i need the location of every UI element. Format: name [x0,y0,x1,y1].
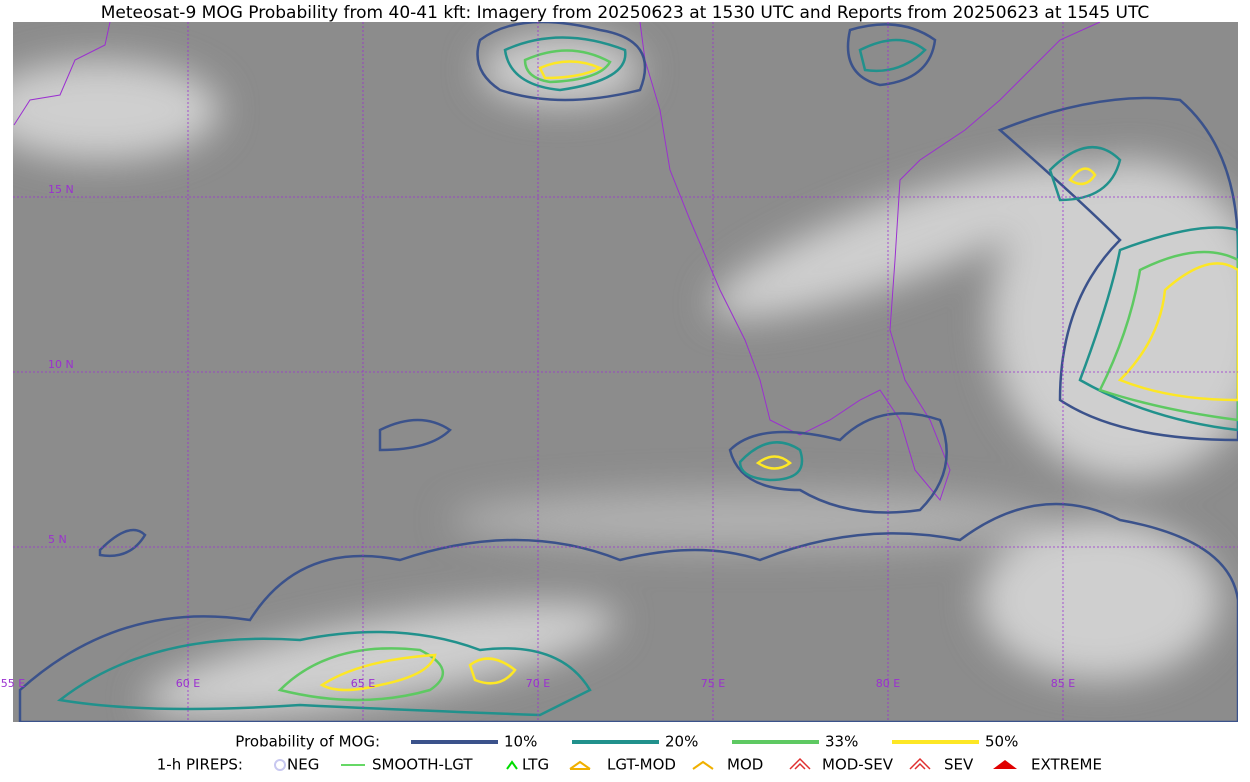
legend-label: 10% [504,733,537,751]
map: 55 E 60 E 65 E 70 E 75 E 80 E 85 E 15 N … [1,22,1238,722]
legend-label: NEG [287,756,319,774]
pirep-icon [909,757,931,770]
legend-label: MOD [727,756,763,774]
lon-label: 60 E [176,677,200,690]
lat-label: 5 N [48,533,67,546]
legend-label: MOD-SEV [822,756,894,774]
pirep-icon [274,759,286,771]
legend-title: Probability of MOG: [235,733,380,751]
legend-label: SEV [944,756,974,774]
pirep-icon [692,760,714,770]
pirep-icon [506,760,518,770]
coastline [13,22,1101,502]
pirep-icon [569,760,591,770]
legend-label: LTG [522,756,549,774]
lon-label: 80 E [876,677,900,690]
lat-label: 10 N [48,358,74,371]
legend-label: LGT-MOD [607,756,676,774]
pirep-icon [789,757,811,770]
lon-label: 70 E [526,677,550,690]
legend: Probability of MOG: 1-h PIREPS: 10% 20% 33… [157,733,1102,774]
title: Meteosat-9 MOG Probability from 40-41 kf… [101,3,1150,23]
legend-label: 50% [985,733,1018,751]
lon-labels: 55 E 60 E 65 E 70 E 75 E 80 E 85 E 15 N … [1,183,1075,690]
legend-label: EXTREME [1031,756,1102,774]
lon-label: 65 E [351,677,375,690]
lon-label: 55 E [1,677,25,690]
lat-label: 15 N [48,183,74,196]
legend-title: 1-h PIREPS: [157,756,243,774]
legend-label: 20% [665,733,698,751]
legend-label: SMOOTH-LGT [372,756,473,774]
cloud-brightness [13,35,1238,718]
probability-contours [18,22,1238,722]
pirep-icon [993,760,1017,769]
graticule [13,22,1238,722]
lon-label: 75 E [701,677,725,690]
lon-label: 85 E [1051,677,1075,690]
legend-label: 33% [825,733,858,751]
